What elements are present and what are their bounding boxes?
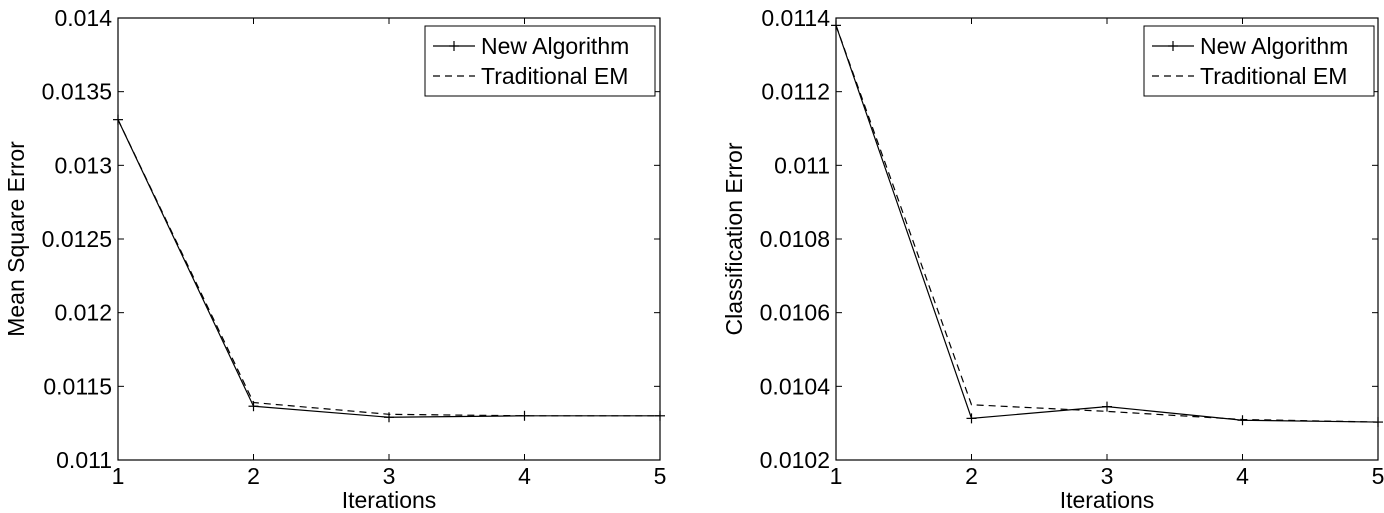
- y-tick-label: 0.0102: [760, 447, 830, 473]
- y-tick-label: 0.013: [54, 152, 112, 178]
- series-line-2: [117, 119, 660, 417]
- legend-box: [424, 25, 656, 97]
- legend-label-2: Traditional EM: [1200, 63, 1347, 89]
- y-tick-label: 0.0112: [761, 79, 830, 105]
- legend-box: [1143, 25, 1375, 97]
- x-tick-label: 4: [518, 463, 531, 489]
- y-tick-label: 0.014: [54, 5, 112, 31]
- y-tick-label: 0.0115: [43, 373, 112, 399]
- y-tick-label: 0.0108: [760, 226, 830, 252]
- legend-label-1: New Algorithm: [481, 33, 629, 59]
- data-point: [1237, 415, 1248, 426]
- legend-label-2: Traditional EM: [481, 63, 628, 89]
- x-tick-label: 3: [1101, 463, 1114, 489]
- data-point: [1102, 401, 1112, 412]
- x-tick-label: 5: [654, 463, 667, 489]
- x-tick-label: 2: [247, 463, 260, 489]
- x-axis-label: Iterations: [342, 487, 437, 513]
- x-tick-label: 4: [1236, 463, 1249, 489]
- legend: New Algorithm Traditional EM: [424, 25, 656, 97]
- chart-panel-2: 1 2 3 4 5 0.0102 0.0104 0.0106 0.0108 0.011 0.0112…: [721, 5, 1384, 513]
- x-tick-label: 1: [830, 463, 843, 489]
- y-tick-label: 0.0135: [42, 79, 112, 105]
- x-axis-label: Iterations: [1060, 487, 1155, 513]
- y-tick-label: 0.0125: [42, 226, 112, 252]
- y-tick-label: 0.012: [54, 300, 112, 326]
- legend-label-1: New Algorithm: [1200, 33, 1348, 59]
- y-tick-label: 0.011: [56, 447, 112, 473]
- legend: New Algorithm Traditional EM: [1143, 25, 1375, 97]
- y-tick-label: 0.011: [774, 152, 830, 178]
- y-tick-label: 0.0104: [760, 373, 831, 399]
- y-axis-label: Mean Square Error: [3, 141, 29, 337]
- y-axis-label: Classification Error: [721, 142, 747, 335]
- x-tick-label: 5: [1372, 463, 1384, 489]
- x-tick-label: 3: [383, 463, 396, 489]
- chart-panel-1: 1 2 3 4 5 0.011 0.0115 0.012 0.0125 0.013 0.0135 0.…: [3, 5, 666, 513]
- x-tick-label: 1: [112, 463, 125, 489]
- y-tick-label: 0.0114: [761, 5, 830, 31]
- x-tick-label: 2: [965, 463, 978, 489]
- series-line-2: [835, 25, 1379, 423]
- y-tick-label: 0.0106: [760, 300, 830, 326]
- data-point: [966, 413, 977, 424]
